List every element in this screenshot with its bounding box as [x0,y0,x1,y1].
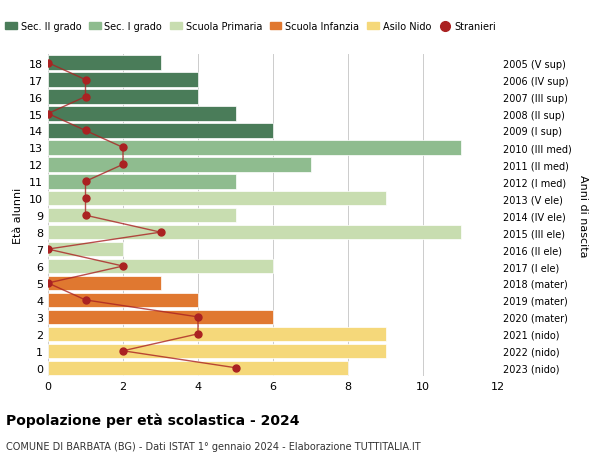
Text: COMUNE DI BARBATA (BG) - Dati ISTAT 1° gennaio 2024 - Elaborazione TUTTITALIA.IT: COMUNE DI BARBATA (BG) - Dati ISTAT 1° g… [6,441,421,451]
Bar [48,158,311,172]
Bar [48,73,198,88]
Text: Popolazione per età scolastica - 2024: Popolazione per età scolastica - 2024 [6,413,299,428]
Point [193,330,203,338]
Bar [48,327,386,341]
Bar [48,361,348,375]
Point [43,60,53,67]
Point [118,347,128,355]
Point [80,128,91,135]
Bar [48,175,235,189]
Point [118,263,128,270]
Point [118,145,128,152]
Bar [48,276,161,291]
Point [193,313,203,321]
Point [156,229,166,236]
Point [43,111,53,118]
Y-axis label: Anni di nascita: Anni di nascita [578,174,588,257]
Bar [48,225,461,240]
Point [43,280,53,287]
Legend: Sec. II grado, Sec. I grado, Scuola Primaria, Scuola Infanzia, Asilo Nido, Stran: Sec. II grado, Sec. I grado, Scuola Prim… [1,18,500,36]
Bar [48,208,235,223]
Y-axis label: Età alunni: Età alunni [13,188,23,244]
Point [80,212,91,219]
Bar [48,141,461,155]
Point [80,195,91,202]
Point [230,364,240,372]
Bar [48,90,198,105]
Point [80,77,91,84]
Bar [48,56,161,71]
Bar [48,124,273,138]
Point [80,297,91,304]
Bar [48,259,273,274]
Point [118,161,128,168]
Point [43,246,53,253]
Bar [48,242,123,257]
Bar [48,107,235,122]
Bar [48,191,386,206]
Bar [48,310,273,325]
Bar [48,344,386,358]
Point [80,178,91,185]
Point [80,94,91,101]
Bar [48,293,198,308]
